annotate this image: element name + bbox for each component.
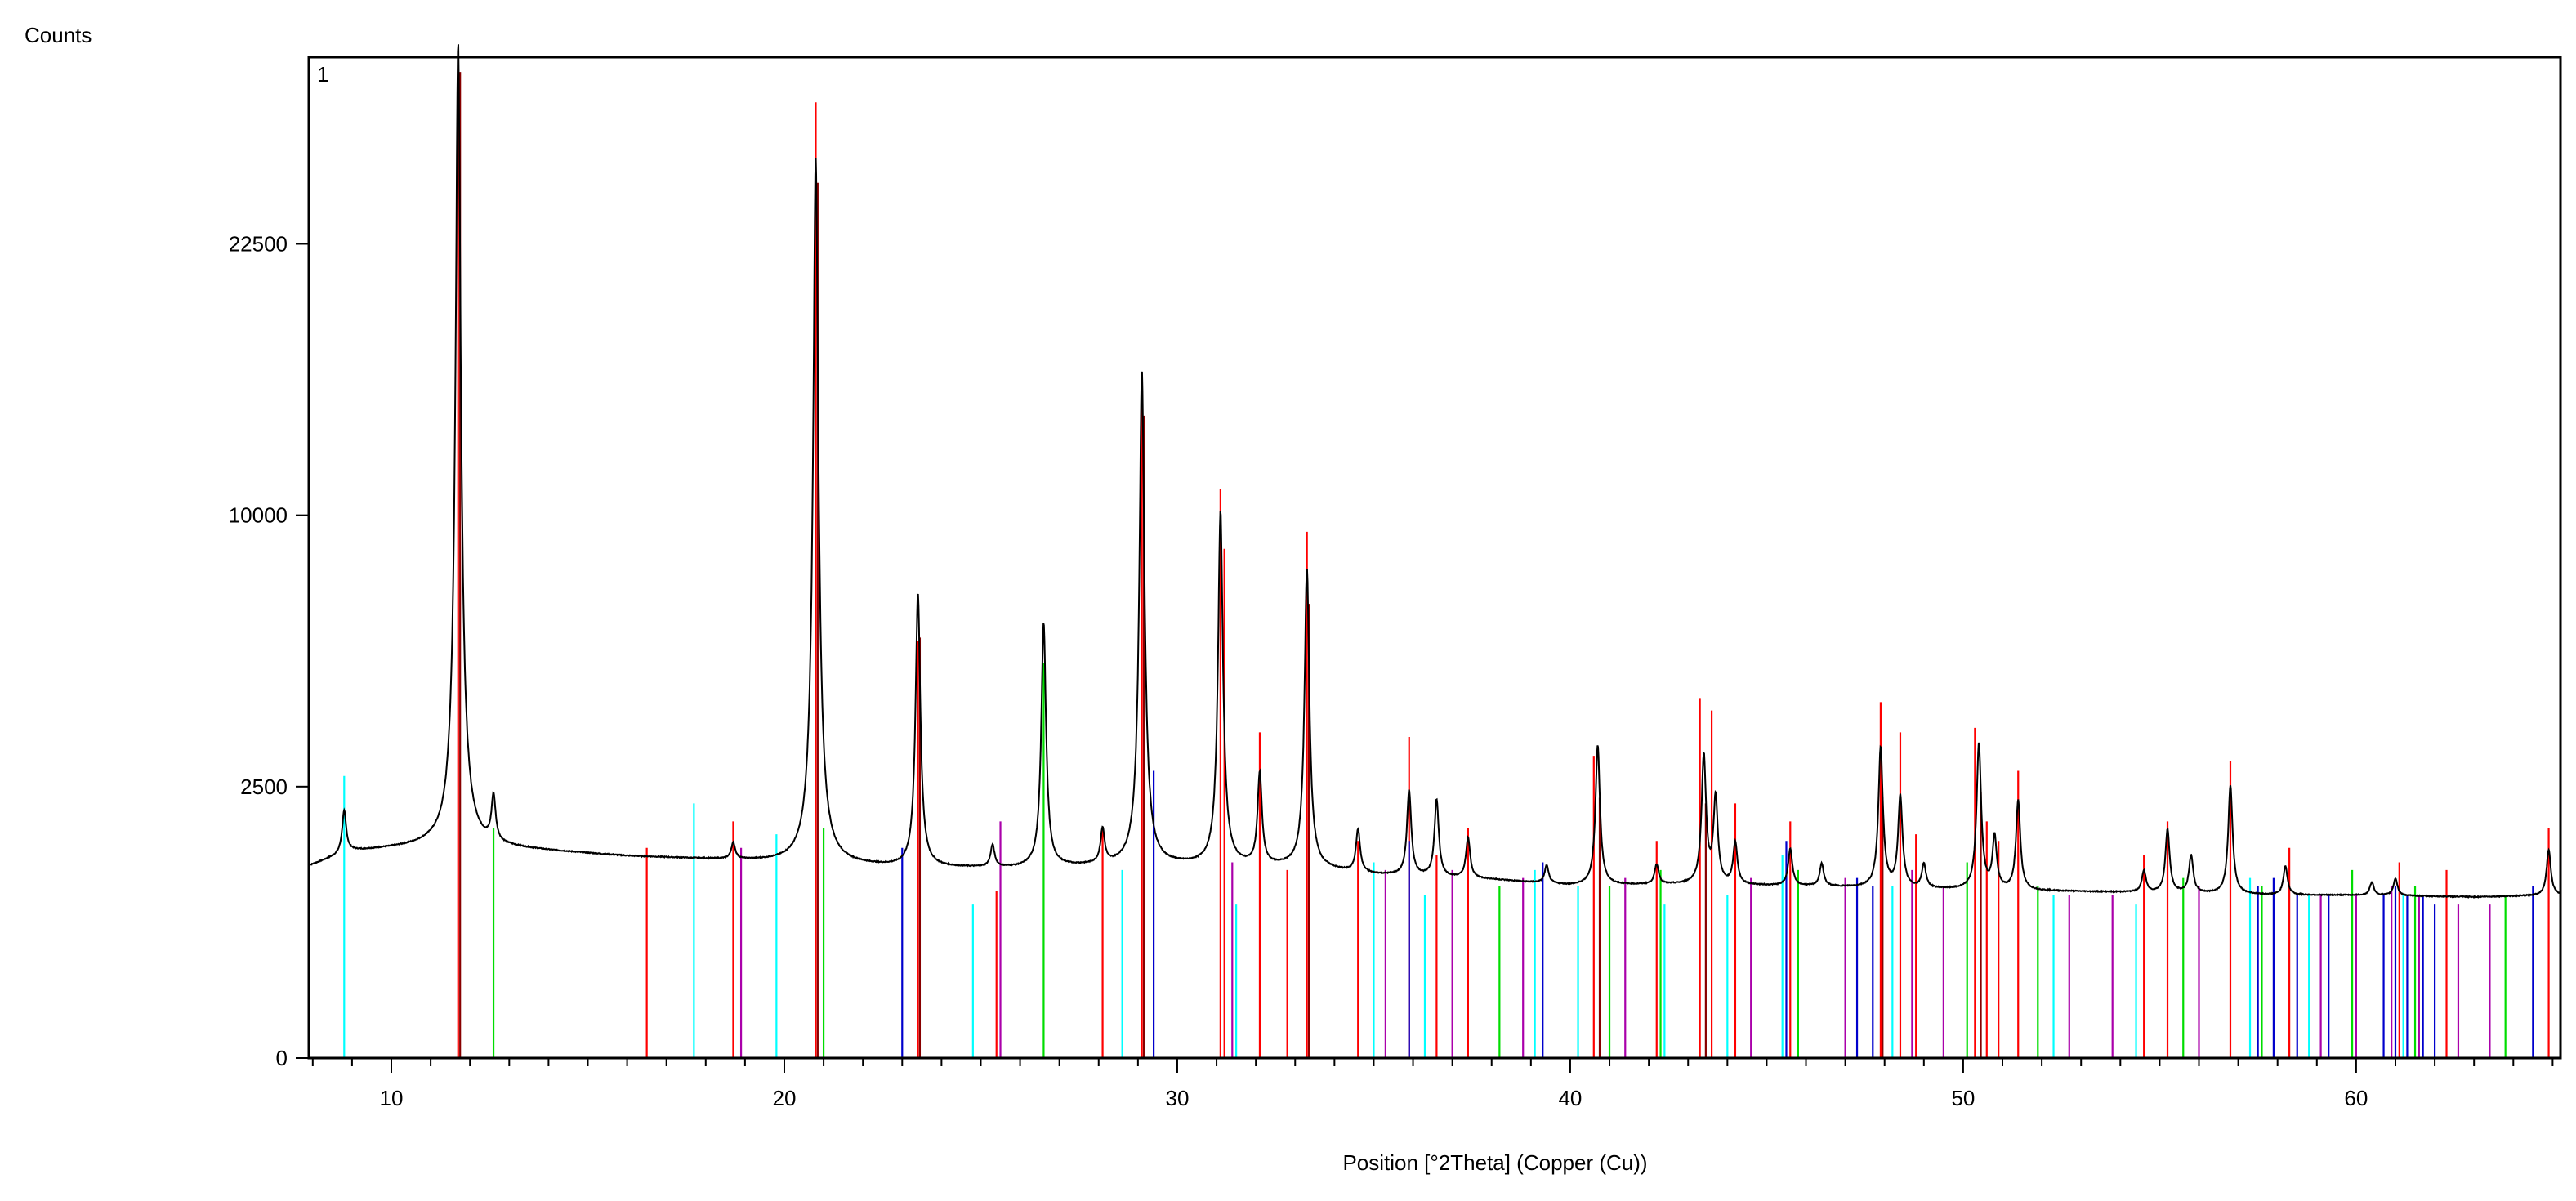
x-axis: 10 20 30 40 50 60 <box>311 1058 2554 1110</box>
y-tick-label: 0 <box>276 1046 288 1070</box>
x-tick-label: 10 <box>380 1086 404 1110</box>
y-tick-label: 10000 <box>229 503 288 528</box>
x-tick-label: 20 <box>773 1086 797 1110</box>
y-tick-label: 22500 <box>229 231 288 256</box>
x-tick-label: 30 <box>1165 1086 1189 1110</box>
x-tick-label: 40 <box>1558 1086 1582 1110</box>
measured-pattern-line <box>308 44 2560 900</box>
panel-label: 1 <box>317 62 328 87</box>
x-tick-label: 50 <box>1951 1086 1975 1110</box>
y-axis-label: Counts <box>25 23 92 47</box>
plot-frame <box>307 56 2562 1060</box>
x-axis-label: Position [°2Theta] (Copper (Cu)) <box>1342 1150 1647 1175</box>
x-tick-label: 60 <box>2344 1086 2368 1110</box>
y-axis: 0 2500 10000 22500 <box>229 231 309 1070</box>
measured-pattern <box>308 44 2560 900</box>
y-tick-label: 2500 <box>240 775 288 799</box>
reference-lines <box>343 57 2550 1058</box>
